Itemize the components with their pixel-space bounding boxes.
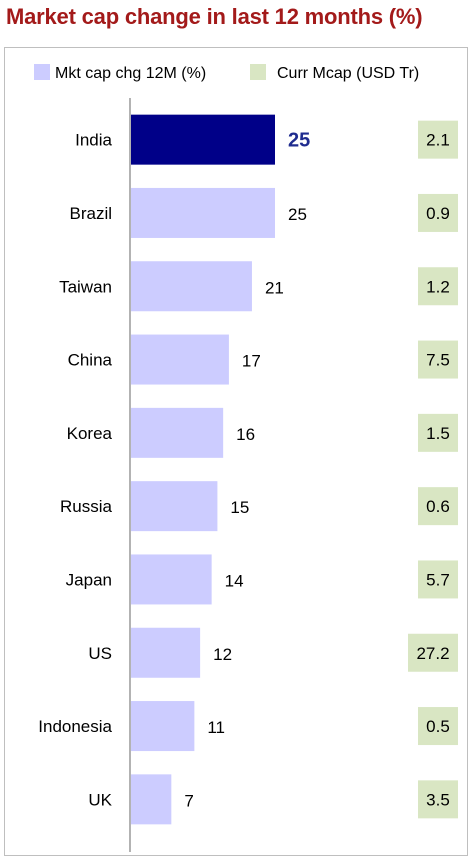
category-label-us: US xyxy=(88,644,112,663)
bar-brazil xyxy=(131,187,275,238)
category-label-korea: Korea xyxy=(67,424,113,443)
category-label-brazil: Brazil xyxy=(69,204,112,223)
category-label-indonesia: Indonesia xyxy=(38,717,112,736)
mcap-box-us xyxy=(408,633,458,672)
value-labels: 25 25 21 17 16 15 14 12 11 7 xyxy=(184,130,310,811)
bar-uk xyxy=(131,774,172,825)
value-label-korea: 16 xyxy=(236,425,255,444)
bar-japan xyxy=(131,554,212,605)
bars xyxy=(131,114,275,825)
legend-label-1: Mkt cap chg 12M (%) xyxy=(55,65,206,82)
mcap-label-russia: 0.6 xyxy=(426,497,450,516)
mcap-box-india xyxy=(418,120,458,159)
category-label-russia: Russia xyxy=(60,497,113,516)
category-labels: India Brazil Taiwan China Korea Russia Japan US… xyxy=(38,131,112,810)
bar-russia xyxy=(131,481,218,532)
mcap-labels: 2.1 0.9 1.2 7.5 1.5 0.6 5.7 27.2 0.5 3.5 xyxy=(408,120,458,819)
bar-indonesia xyxy=(131,701,195,752)
value-label-india: 25 xyxy=(288,130,310,152)
value-label-japan: 14 xyxy=(225,571,244,590)
value-label-russia: 15 xyxy=(230,498,249,517)
value-label-indonesia: 11 xyxy=(207,718,225,737)
value-label-us: 12 xyxy=(213,645,232,664)
value-label-brazil: 25 xyxy=(288,205,307,224)
mcap-label-korea: 1.5 xyxy=(426,424,450,443)
chart-frame xyxy=(4,47,468,856)
mcap-box-japan xyxy=(418,560,458,599)
mcap-box-china xyxy=(418,340,458,379)
bar-china xyxy=(131,334,229,385)
mcap-label-indonesia: 0.5 xyxy=(426,717,450,736)
mcap-box-russia xyxy=(418,487,458,526)
mcap-box-uk xyxy=(418,780,458,819)
legend-swatch-1 xyxy=(34,64,50,80)
mcap-box-indonesia xyxy=(418,707,458,746)
bar-taiwan xyxy=(131,261,252,312)
mcap-label-brazil: 0.9 xyxy=(426,204,450,223)
value-label-taiwan: 21 xyxy=(265,278,284,297)
bar-india xyxy=(131,114,275,165)
category-label-india: India xyxy=(75,131,112,150)
mcap-box-taiwan xyxy=(418,267,458,306)
mcap-label-china: 7.5 xyxy=(426,351,450,370)
value-label-china: 17 xyxy=(242,352,261,371)
mcap-label-taiwan: 1.2 xyxy=(426,277,450,296)
mcap-label-japan: 5.7 xyxy=(426,570,450,589)
mcap-label-india: 2.1 xyxy=(426,131,450,150)
bar-us xyxy=(131,627,201,678)
category-label-japan: Japan xyxy=(66,570,112,589)
mcap-box-korea xyxy=(418,413,458,452)
mcap-box-brazil xyxy=(418,193,458,232)
legend: Mkt cap chg 12M (%) Curr Mcap (USD Tr) xyxy=(34,64,419,82)
mcap-label-us: 27.2 xyxy=(416,644,449,663)
category-label-uk: UK xyxy=(88,790,112,809)
bar-korea xyxy=(131,407,224,458)
mcap-label-uk: 3.5 xyxy=(426,790,450,809)
chart-title: Market cap change in last 12 months (%) xyxy=(6,4,423,29)
value-label-uk: 7 xyxy=(184,791,193,810)
category-label-china: China xyxy=(68,351,113,370)
category-label-taiwan: Taiwan xyxy=(59,277,112,296)
legend-label-2: Curr Mcap (USD Tr) xyxy=(277,65,419,82)
legend-swatch-2 xyxy=(250,64,266,80)
